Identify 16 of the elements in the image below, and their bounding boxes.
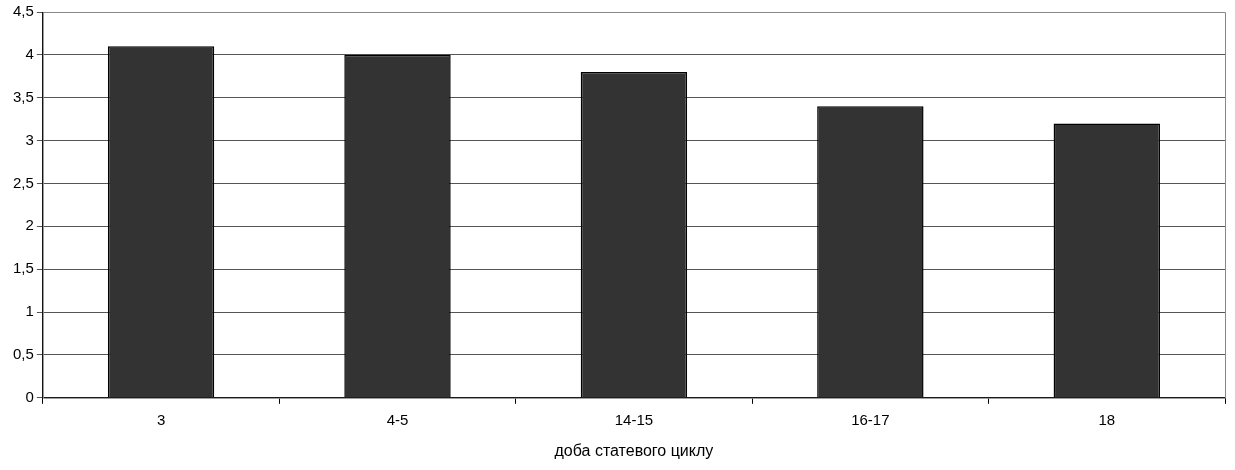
x-tick-label: 3 [156,410,166,428]
y-tick-label: 2,5 [12,173,34,191]
x-tick-label: 16-17 [851,410,890,428]
y-tick-label: 0 [25,387,34,405]
y-tick-label: 1,5 [12,259,34,277]
y-tick-label: 2 [25,216,34,234]
y-tick-label: 3 [25,130,34,148]
x-tick-label: 14-15 [614,410,654,428]
x-tick-label: 18 [1098,410,1116,428]
y-tick-label: 0,5 [12,345,34,363]
y-tick-label: 3,5 [12,87,34,105]
x-axis-title: доба статевого циклу [554,441,714,459]
x-tick-label: 4-5 [386,410,409,428]
y-tick-label: 4,5 [12,2,34,20]
y-tick-label: 4 [25,45,34,63]
y-tick-label: 1 [25,302,34,320]
